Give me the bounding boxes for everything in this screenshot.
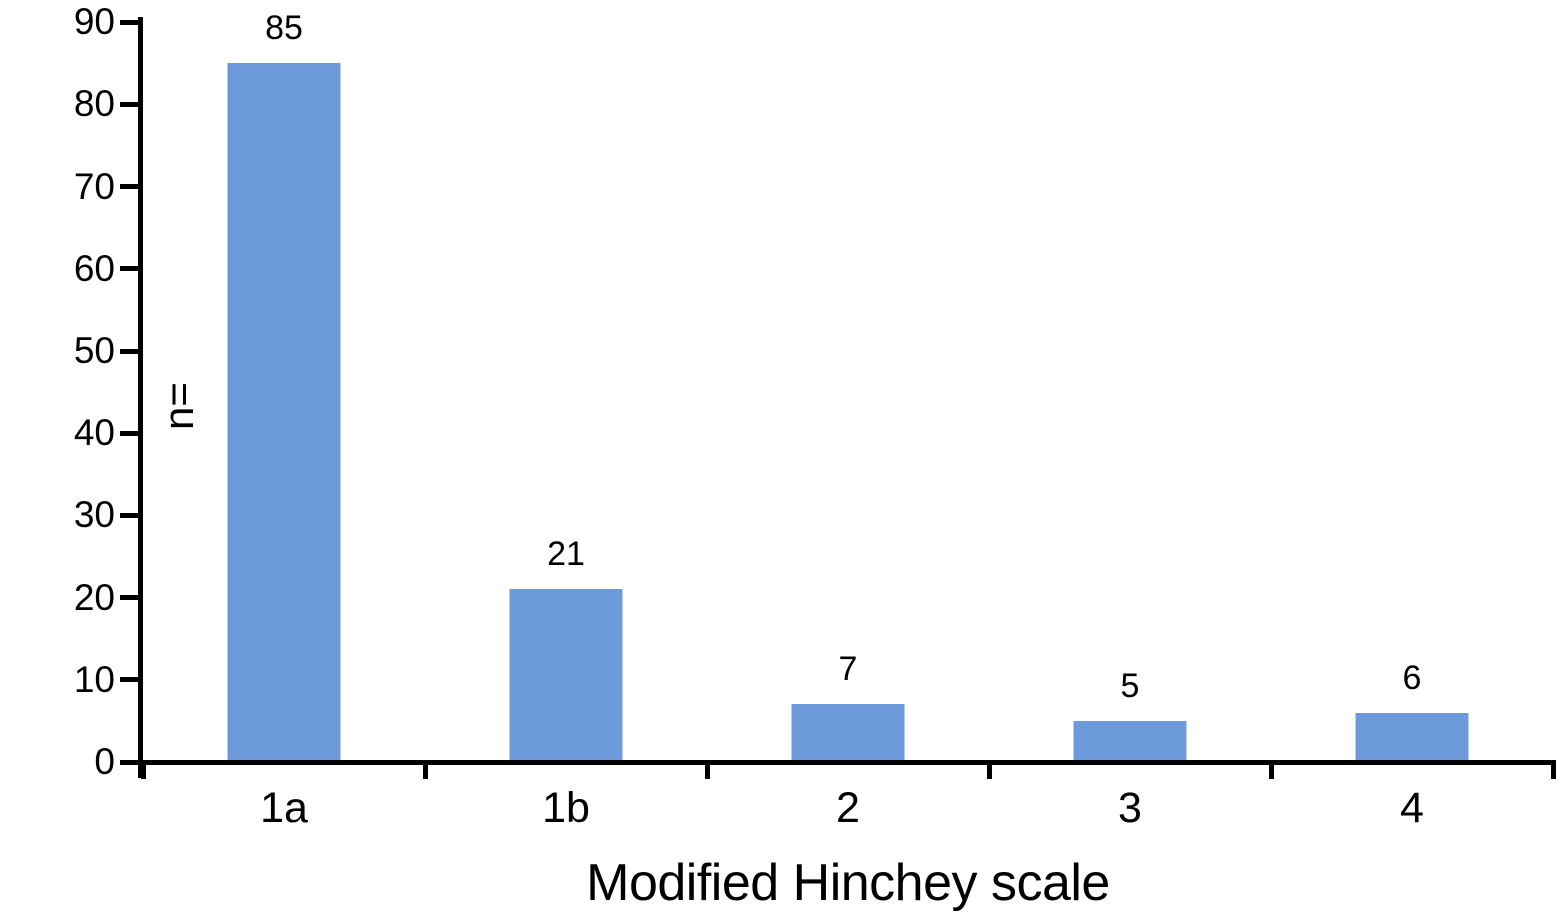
bar (1073, 720, 1187, 762)
x-tick-label: 3 (1118, 784, 1142, 832)
x-tick (422, 759, 428, 779)
bar-value-label: 85 (265, 9, 303, 48)
y-axis-line (138, 17, 143, 778)
plot-area: n= 0 10 20 30 40 50 60 70 80 90 85 1a 21 1b 7 2 5 3 6 4 (74, 1, 1556, 831)
bar (1355, 712, 1469, 762)
x-axis-line (138, 759, 1553, 765)
y-tick (120, 430, 138, 436)
bar-value-label: 5 (1120, 666, 1140, 705)
x-tick (986, 759, 992, 779)
y-tick-label: 90 (73, 1, 115, 43)
y-tick (120, 19, 138, 25)
y-tick (120, 266, 138, 272)
bar (509, 589, 623, 762)
y-tick-label: 0 (94, 741, 115, 782)
x-tick-label: 4 (1400, 784, 1424, 832)
y-tick (120, 759, 138, 765)
x-tick-label: 1a (260, 784, 308, 832)
y-tick-label: 60 (73, 247, 115, 289)
bar-value-label: 21 (547, 535, 585, 574)
y-tick-label: 50 (73, 330, 115, 371)
bar-value-label: 6 (1402, 658, 1422, 697)
y-tick-label: 40 (73, 412, 115, 454)
y-tick (120, 595, 138, 601)
y-tick-label: 70 (73, 165, 115, 207)
y-tick (120, 101, 138, 107)
y-tick-label: 20 (73, 576, 115, 618)
bar (227, 63, 341, 762)
bar-slot: 21 1b (425, 17, 707, 831)
y-tick-label: 30 (73, 494, 115, 536)
bar-slot: 85 1a (143, 10, 425, 831)
x-tick (140, 759, 146, 779)
x-tick-label: 1b (542, 784, 590, 832)
x-axis-title: Modified Hinchey scale (586, 854, 1110, 912)
bar (791, 704, 905, 762)
y-tick-label: 10 (73, 658, 115, 700)
y-tick (120, 348, 138, 354)
y-tick-label: 80 (73, 83, 115, 125)
y-tick (120, 184, 138, 190)
x-tick (1550, 759, 1556, 779)
y-tick (120, 677, 138, 683)
y-tick (120, 512, 138, 518)
x-tick (1268, 759, 1274, 779)
x-tick-label: 2 (836, 784, 860, 832)
x-tick (704, 759, 710, 779)
bar-value-label: 7 (838, 650, 858, 689)
